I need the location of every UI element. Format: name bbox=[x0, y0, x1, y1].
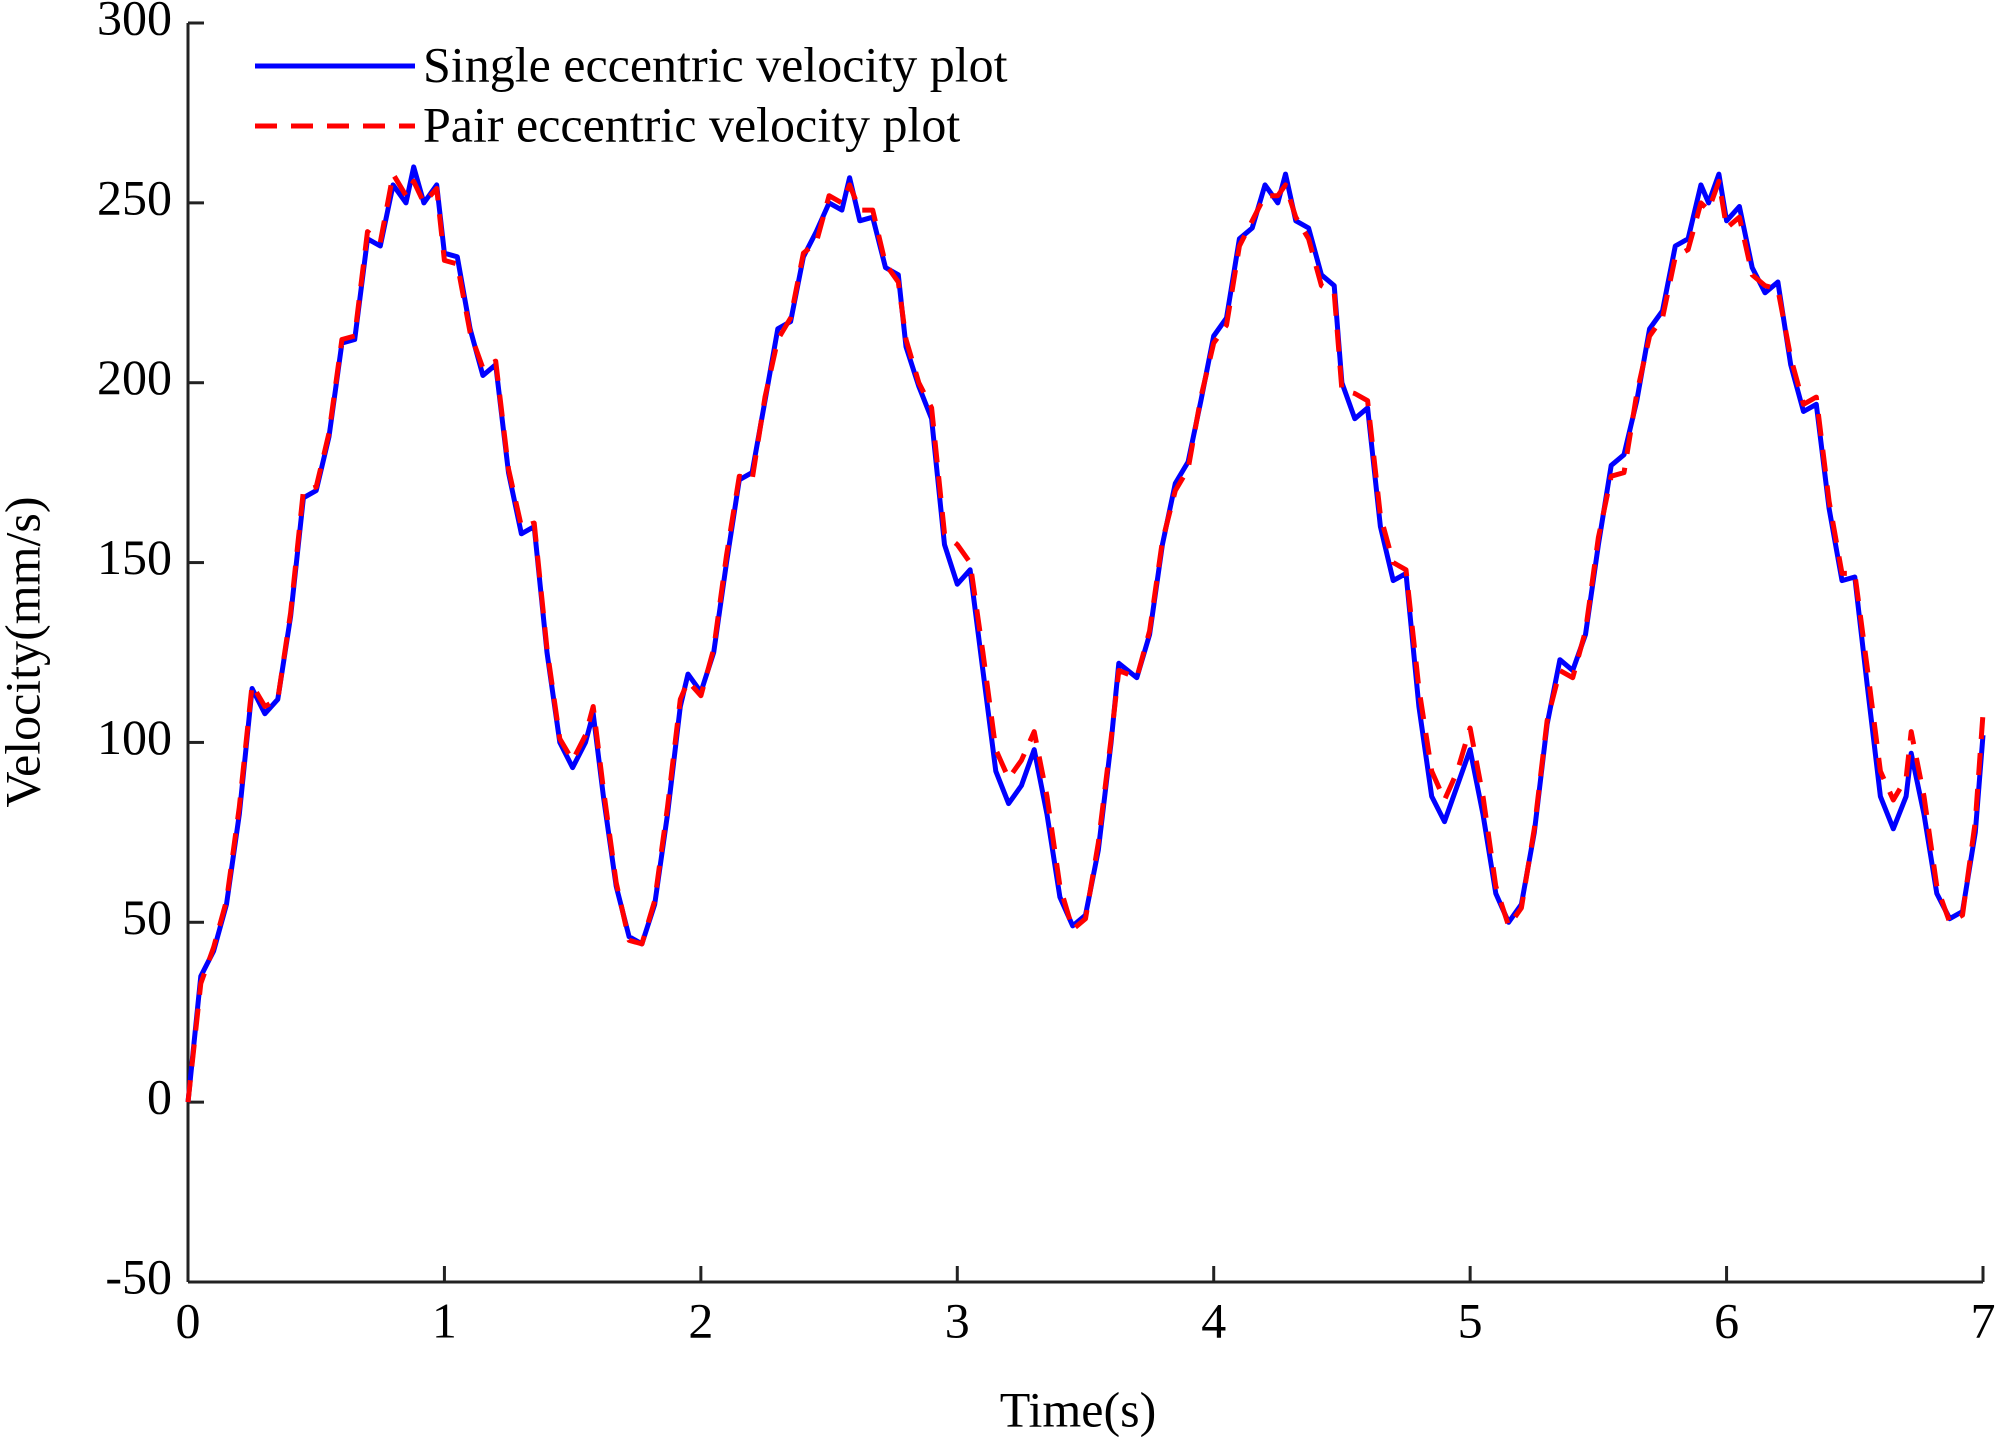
x-tick-label: 6 bbox=[1714, 1292, 1739, 1348]
y-tick-label: 100 bbox=[97, 709, 172, 765]
x-tick-label: 2 bbox=[688, 1292, 713, 1348]
y-tick-label: -50 bbox=[105, 1248, 172, 1304]
y-tick-label: 250 bbox=[97, 169, 172, 225]
x-tick-label: 5 bbox=[1458, 1292, 1483, 1348]
y-tick-label: 0 bbox=[147, 1069, 172, 1125]
x-axis-label: Time(s) bbox=[1000, 1381, 1157, 1437]
x-tick-label: 3 bbox=[945, 1292, 970, 1348]
y-axis-label: Velocity(mm/s) bbox=[0, 496, 50, 807]
y-tick-label: 200 bbox=[97, 349, 172, 405]
y-tick-label: 300 bbox=[97, 0, 172, 45]
x-tick-label: 1 bbox=[432, 1292, 457, 1348]
series-line bbox=[185, 164, 1986, 1103]
legend-label: Pair eccentric velocity plot bbox=[423, 96, 960, 152]
series-line bbox=[185, 171, 1986, 1103]
y-tick-label: 150 bbox=[97, 529, 172, 585]
y-tick-label: 50 bbox=[122, 889, 172, 945]
x-tick-label: 7 bbox=[1971, 1292, 1996, 1348]
x-tick-label: 4 bbox=[1201, 1292, 1226, 1348]
x-tick-label: 0 bbox=[176, 1292, 201, 1348]
legend-label: Single eccentric velocity plot bbox=[423, 36, 1008, 92]
